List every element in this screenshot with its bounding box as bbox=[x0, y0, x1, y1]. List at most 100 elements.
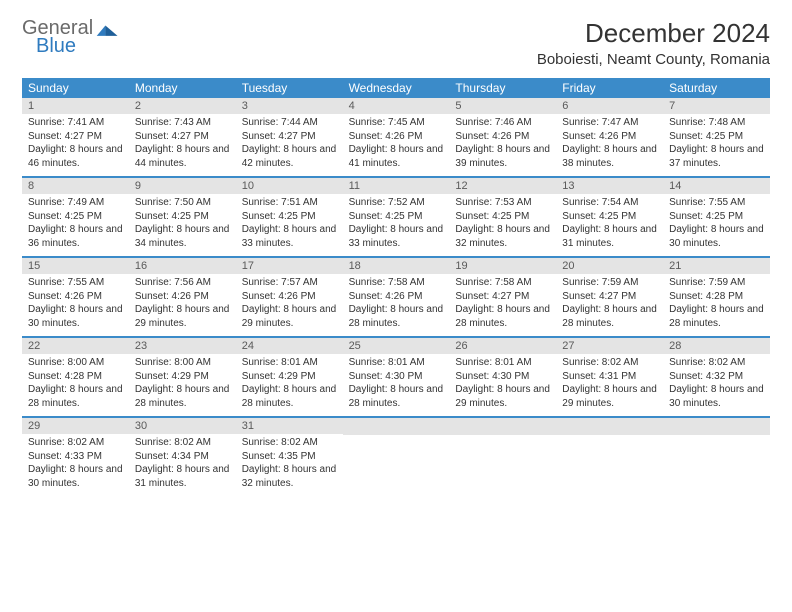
daylight-text: Daylight: 8 hours and 28 minutes. bbox=[669, 303, 764, 330]
day-content: Sunrise: 7:58 AMSunset: 4:27 PMDaylight:… bbox=[449, 274, 556, 334]
sunrise-text: Sunrise: 8:00 AM bbox=[135, 356, 230, 370]
daylight-text: Daylight: 8 hours and 41 minutes. bbox=[349, 143, 444, 170]
day-cell: 23Sunrise: 8:00 AMSunset: 4:29 PMDayligh… bbox=[129, 338, 236, 416]
weekday-header: Saturday bbox=[663, 78, 770, 98]
day-number: 14 bbox=[663, 178, 770, 194]
day-cell: 9Sunrise: 7:50 AMSunset: 4:25 PMDaylight… bbox=[129, 178, 236, 256]
day-number: 2 bbox=[129, 98, 236, 114]
daylight-text: Daylight: 8 hours and 39 minutes. bbox=[455, 143, 550, 170]
day-cell: 30Sunrise: 8:02 AMSunset: 4:34 PMDayligh… bbox=[129, 418, 236, 496]
sunrise-text: Sunrise: 7:57 AM bbox=[242, 276, 337, 290]
daylight-text: Daylight: 8 hours and 28 minutes. bbox=[135, 383, 230, 410]
title-block: December 2024 Boboiesti, Neamt County, R… bbox=[537, 18, 770, 68]
day-content: Sunrise: 8:02 AMSunset: 4:33 PMDaylight:… bbox=[22, 434, 129, 494]
sunset-text: Sunset: 4:25 PM bbox=[242, 210, 337, 224]
sunset-text: Sunset: 4:30 PM bbox=[455, 370, 550, 384]
day-cell: 11Sunrise: 7:52 AMSunset: 4:25 PMDayligh… bbox=[343, 178, 450, 256]
daylight-text: Daylight: 8 hours and 28 minutes. bbox=[28, 383, 123, 410]
sunset-text: Sunset: 4:29 PM bbox=[242, 370, 337, 384]
sunset-text: Sunset: 4:25 PM bbox=[562, 210, 657, 224]
day-number: 16 bbox=[129, 258, 236, 274]
day-content: Sunrise: 7:44 AMSunset: 4:27 PMDaylight:… bbox=[236, 114, 343, 174]
weekday-header: Sunday bbox=[22, 78, 129, 98]
weekday-header: Monday bbox=[129, 78, 236, 98]
sunrise-text: Sunrise: 7:48 AM bbox=[669, 116, 764, 130]
day-number: 1 bbox=[22, 98, 129, 114]
daylight-text: Daylight: 8 hours and 30 minutes. bbox=[669, 383, 764, 410]
daylight-text: Daylight: 8 hours and 30 minutes. bbox=[669, 223, 764, 250]
day-number: 9 bbox=[129, 178, 236, 194]
day-number: 30 bbox=[129, 418, 236, 434]
daylight-text: Daylight: 8 hours and 28 minutes. bbox=[349, 383, 444, 410]
sunset-text: Sunset: 4:35 PM bbox=[242, 450, 337, 464]
day-cell: 6Sunrise: 7:47 AMSunset: 4:26 PMDaylight… bbox=[556, 98, 663, 176]
day-content: Sunrise: 8:02 AMSunset: 4:35 PMDaylight:… bbox=[236, 434, 343, 494]
sunrise-text: Sunrise: 7:49 AM bbox=[28, 196, 123, 210]
daylight-text: Daylight: 8 hours and 34 minutes. bbox=[135, 223, 230, 250]
sunset-text: Sunset: 4:32 PM bbox=[669, 370, 764, 384]
day-number: 10 bbox=[236, 178, 343, 194]
week-row: 1Sunrise: 7:41 AMSunset: 4:27 PMDaylight… bbox=[22, 98, 770, 178]
sunrise-text: Sunrise: 8:02 AM bbox=[562, 356, 657, 370]
daylight-text: Daylight: 8 hours and 32 minutes. bbox=[242, 463, 337, 490]
day-number: 15 bbox=[22, 258, 129, 274]
sunrise-text: Sunrise: 8:01 AM bbox=[349, 356, 444, 370]
day-cell: 16Sunrise: 7:56 AMSunset: 4:26 PMDayligh… bbox=[129, 258, 236, 336]
sunset-text: Sunset: 4:25 PM bbox=[28, 210, 123, 224]
sunset-text: Sunset: 4:26 PM bbox=[349, 290, 444, 304]
day-cell: 7Sunrise: 7:48 AMSunset: 4:25 PMDaylight… bbox=[663, 98, 770, 176]
day-number: 29 bbox=[22, 418, 129, 434]
day-number: 3 bbox=[236, 98, 343, 114]
sunset-text: Sunset: 4:30 PM bbox=[349, 370, 444, 384]
sunset-text: Sunset: 4:26 PM bbox=[242, 290, 337, 304]
day-cell: 1Sunrise: 7:41 AMSunset: 4:27 PMDaylight… bbox=[22, 98, 129, 176]
day-content: Sunrise: 7:47 AMSunset: 4:26 PMDaylight:… bbox=[556, 114, 663, 174]
empty-day-bar bbox=[663, 418, 770, 435]
sunrise-text: Sunrise: 7:58 AM bbox=[349, 276, 444, 290]
day-cell bbox=[556, 418, 663, 496]
sunset-text: Sunset: 4:26 PM bbox=[135, 290, 230, 304]
weeks-container: 1Sunrise: 7:41 AMSunset: 4:27 PMDaylight… bbox=[22, 98, 770, 496]
daylight-text: Daylight: 8 hours and 31 minutes. bbox=[135, 463, 230, 490]
day-number: 12 bbox=[449, 178, 556, 194]
day-number: 24 bbox=[236, 338, 343, 354]
sunset-text: Sunset: 4:25 PM bbox=[669, 130, 764, 144]
sunset-text: Sunset: 4:27 PM bbox=[28, 130, 123, 144]
sunset-text: Sunset: 4:27 PM bbox=[242, 130, 337, 144]
daylight-text: Daylight: 8 hours and 28 minutes. bbox=[349, 303, 444, 330]
daylight-text: Daylight: 8 hours and 30 minutes. bbox=[28, 463, 123, 490]
sunrise-text: Sunrise: 8:01 AM bbox=[455, 356, 550, 370]
weekday-header: Wednesday bbox=[343, 78, 450, 98]
day-cell: 31Sunrise: 8:02 AMSunset: 4:35 PMDayligh… bbox=[236, 418, 343, 496]
sunset-text: Sunset: 4:25 PM bbox=[349, 210, 444, 224]
day-number: 22 bbox=[22, 338, 129, 354]
daylight-text: Daylight: 8 hours and 29 minutes. bbox=[242, 303, 337, 330]
daylight-text: Daylight: 8 hours and 31 minutes. bbox=[562, 223, 657, 250]
sunrise-text: Sunrise: 7:52 AM bbox=[349, 196, 444, 210]
sunset-text: Sunset: 4:26 PM bbox=[349, 130, 444, 144]
sunset-text: Sunset: 4:27 PM bbox=[562, 290, 657, 304]
sunset-text: Sunset: 4:34 PM bbox=[135, 450, 230, 464]
day-content: Sunrise: 7:56 AMSunset: 4:26 PMDaylight:… bbox=[129, 274, 236, 334]
sunrise-text: Sunrise: 8:01 AM bbox=[242, 356, 337, 370]
sunrise-text: Sunrise: 7:54 AM bbox=[562, 196, 657, 210]
day-cell: 24Sunrise: 8:01 AMSunset: 4:29 PMDayligh… bbox=[236, 338, 343, 416]
day-cell: 8Sunrise: 7:49 AMSunset: 4:25 PMDaylight… bbox=[22, 178, 129, 256]
day-cell bbox=[449, 418, 556, 496]
day-cell: 20Sunrise: 7:59 AMSunset: 4:27 PMDayligh… bbox=[556, 258, 663, 336]
day-number: 5 bbox=[449, 98, 556, 114]
day-content: Sunrise: 7:43 AMSunset: 4:27 PMDaylight:… bbox=[129, 114, 236, 174]
daylight-text: Daylight: 8 hours and 29 minutes. bbox=[562, 383, 657, 410]
day-number: 8 bbox=[22, 178, 129, 194]
day-cell: 3Sunrise: 7:44 AMSunset: 4:27 PMDaylight… bbox=[236, 98, 343, 176]
day-content: Sunrise: 8:02 AMSunset: 4:32 PMDaylight:… bbox=[663, 354, 770, 414]
day-number: 7 bbox=[663, 98, 770, 114]
day-number: 18 bbox=[343, 258, 450, 274]
sunrise-text: Sunrise: 7:53 AM bbox=[455, 196, 550, 210]
day-content: Sunrise: 7:55 AMSunset: 4:25 PMDaylight:… bbox=[663, 194, 770, 254]
logo-text: General Blue bbox=[22, 18, 93, 56]
sunset-text: Sunset: 4:33 PM bbox=[28, 450, 123, 464]
day-number: 27 bbox=[556, 338, 663, 354]
empty-day-bar bbox=[343, 418, 450, 435]
day-cell: 14Sunrise: 7:55 AMSunset: 4:25 PMDayligh… bbox=[663, 178, 770, 256]
